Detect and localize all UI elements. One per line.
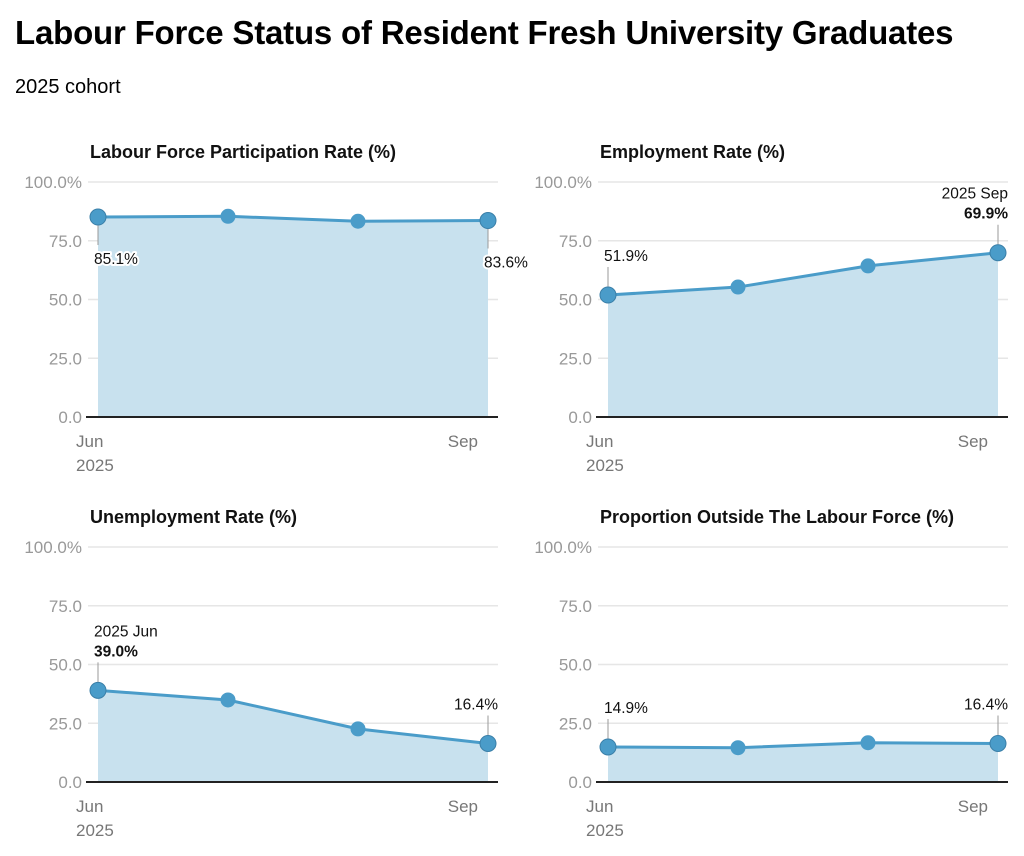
data-label: 69.9% bbox=[964, 206, 1008, 223]
y-tick-label: 25.0 bbox=[559, 714, 592, 733]
data-label: 2025 Jun bbox=[94, 623, 158, 640]
data-point bbox=[89, 208, 107, 226]
area-fill bbox=[98, 216, 488, 417]
area-fill bbox=[608, 252, 998, 417]
data-label: 16.4% bbox=[454, 696, 498, 713]
x-tick-label: Jun bbox=[586, 797, 613, 816]
series-line bbox=[97, 688, 489, 745]
x-tick-label: Sep bbox=[958, 797, 988, 816]
x-tick-label: 2025 bbox=[76, 821, 114, 840]
area-fill bbox=[608, 742, 998, 782]
x-tick-label: 2025 bbox=[586, 456, 624, 475]
x-tick-label: Sep bbox=[448, 432, 478, 451]
panel-title: Proportion Outside The Labour Force (%) bbox=[600, 507, 954, 527]
data-label: 14.9% bbox=[604, 700, 648, 717]
y-tick-label: 100.0% bbox=[24, 538, 82, 557]
y-tick-label: 50.0 bbox=[49, 656, 82, 675]
y-tick-label: 75.0 bbox=[559, 232, 592, 251]
data-label: 2025 Sep bbox=[942, 186, 1008, 203]
x-tick-label: Jun bbox=[76, 432, 103, 451]
x-tick-label: Jun bbox=[76, 797, 103, 816]
data-point bbox=[89, 681, 107, 699]
chart-panel: Employment Rate (%) 0.0 25.0 50.0 75.0 100.0%… bbox=[534, 142, 1008, 475]
y-tick-label: 100.0% bbox=[24, 173, 82, 192]
data-point bbox=[599, 286, 617, 304]
data-label: 83.6% bbox=[484, 255, 528, 272]
data-point bbox=[220, 692, 236, 708]
data-point bbox=[730, 740, 746, 756]
chart-panel: Unemployment Rate (%) 0.0 25.0 50.0 75.0 100.… bbox=[24, 507, 498, 840]
data-label: 16.4% bbox=[964, 696, 1008, 713]
y-tick-label: 0.0 bbox=[58, 773, 82, 792]
y-tick-label: 50.0 bbox=[559, 291, 592, 310]
y-tick-label: 25.0 bbox=[49, 714, 82, 733]
x-tick-label: 2025 bbox=[586, 821, 624, 840]
y-tick-label: 0.0 bbox=[568, 773, 592, 792]
data-point bbox=[989, 734, 1007, 752]
y-tick-label: 0.0 bbox=[568, 408, 592, 427]
y-tick-label: 25.0 bbox=[559, 349, 592, 368]
x-tick-label: Jun bbox=[586, 432, 613, 451]
y-tick-label: 75.0 bbox=[49, 597, 82, 616]
chart-subtitle: 2025 cohort bbox=[15, 76, 121, 98]
series-line bbox=[607, 741, 999, 750]
data-point bbox=[350, 721, 366, 737]
y-tick-label: 50.0 bbox=[49, 291, 82, 310]
data-point bbox=[350, 213, 366, 229]
data-point bbox=[599, 738, 617, 756]
y-tick-label: 0.0 bbox=[58, 408, 82, 427]
data-label: 39.0% bbox=[94, 643, 138, 660]
x-tick-label: Sep bbox=[958, 432, 988, 451]
area-fill bbox=[98, 690, 488, 782]
y-tick-label: 25.0 bbox=[49, 349, 82, 368]
x-tick-label: 2025 bbox=[76, 456, 114, 475]
panel-title: Labour Force Participation Rate (%) bbox=[90, 142, 396, 162]
data-label: 51.9% bbox=[604, 248, 648, 265]
chart-panel: Proportion Outside The Labour Force (%) 0… bbox=[534, 507, 1008, 840]
y-tick-label: 50.0 bbox=[559, 656, 592, 675]
data-point bbox=[479, 212, 497, 230]
data-point bbox=[730, 279, 746, 295]
chart-panel: Labour Force Participation Rate (%) 0.0 25… bbox=[24, 142, 530, 475]
data-point bbox=[479, 734, 497, 752]
panel-title: Unemployment Rate (%) bbox=[90, 507, 297, 527]
x-tick-label: Sep bbox=[448, 797, 478, 816]
series-line bbox=[607, 251, 999, 297]
y-tick-label: 100.0% bbox=[534, 538, 592, 557]
data-label: 85.1% bbox=[94, 251, 138, 268]
data-point bbox=[220, 208, 236, 224]
data-point bbox=[860, 735, 876, 751]
panel-title: Employment Rate (%) bbox=[600, 142, 785, 162]
y-tick-label: 75.0 bbox=[49, 232, 82, 251]
y-tick-label: 75.0 bbox=[559, 597, 592, 616]
chart-title: Labour Force Status of Resident Fresh Un… bbox=[15, 14, 954, 51]
data-point bbox=[860, 258, 876, 274]
series-line bbox=[97, 214, 489, 223]
data-point bbox=[989, 244, 1007, 262]
y-tick-label: 100.0% bbox=[534, 173, 592, 192]
